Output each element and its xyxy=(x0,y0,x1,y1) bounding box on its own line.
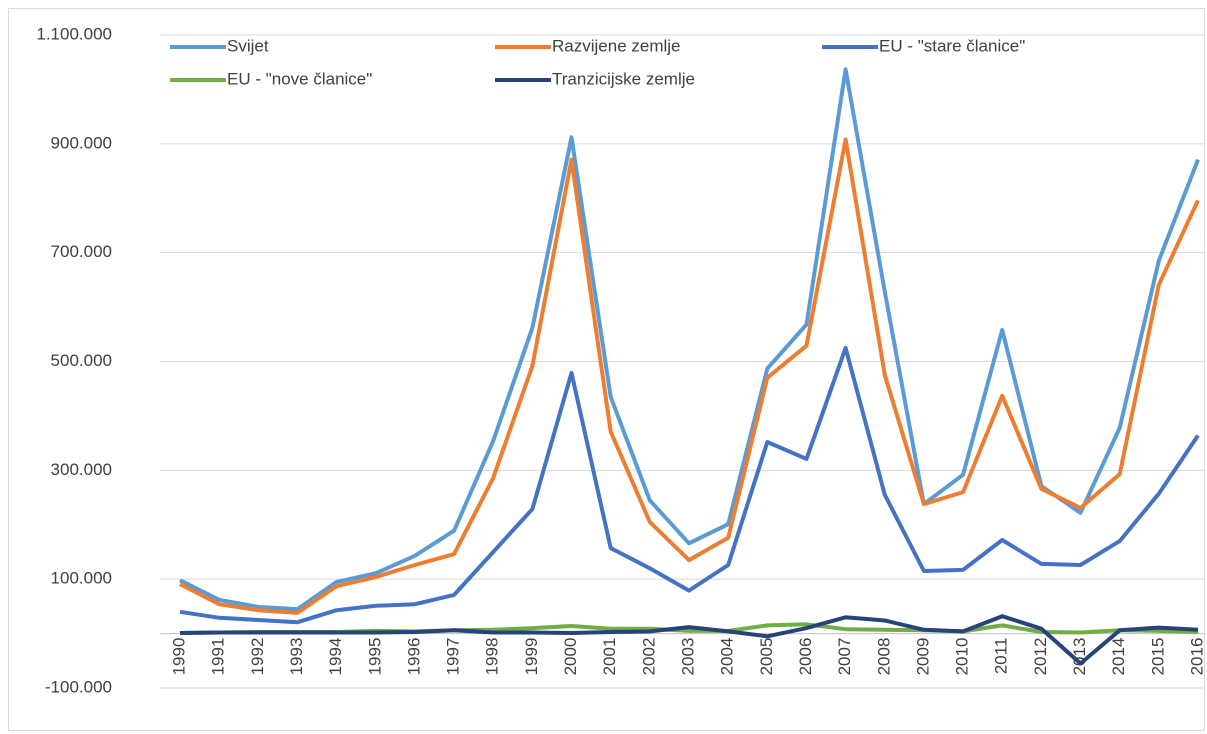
x-tick-label: 2016 xyxy=(1187,638,1206,676)
x-tick-label: 2003 xyxy=(678,638,697,676)
x-tick-label: 2012 xyxy=(1031,638,1050,676)
x-tick-label: 2013 xyxy=(1070,638,1089,676)
x-tick-label: 2010 xyxy=(953,638,972,676)
x-tick-label: 1992 xyxy=(248,638,267,676)
y-tick-label: -100.000 xyxy=(45,677,112,696)
legend-label: EU - "nove članice" xyxy=(227,69,372,88)
x-tick-label: 1990 xyxy=(169,638,188,676)
x-tick-label: 1991 xyxy=(209,638,228,676)
x-tick-label: 2015 xyxy=(1148,638,1167,676)
y-tick-label: 100.000 xyxy=(51,569,112,588)
y-tick-label: 500.000 xyxy=(51,351,112,370)
legend-label: Svijet xyxy=(227,36,269,55)
x-tick-label: 1993 xyxy=(287,638,306,676)
x-tick-label: 1996 xyxy=(404,638,423,676)
chart-border xyxy=(8,8,1205,731)
x-tick-label: 1997 xyxy=(444,638,463,676)
x-tick-label: 2008 xyxy=(874,638,893,676)
x-tick-label: 2014 xyxy=(1109,638,1128,676)
x-tick-label: 2005 xyxy=(757,638,776,676)
legend-label: EU - "stare članice" xyxy=(879,36,1025,55)
x-tick-label: 2009 xyxy=(913,638,932,676)
x-tick-label: 1995 xyxy=(365,638,384,676)
y-tick-label: 700.000 xyxy=(51,242,112,261)
series-line xyxy=(179,137,1200,615)
x-tick-label: 2006 xyxy=(796,638,815,676)
x-tick-label: 1994 xyxy=(326,638,345,676)
x-tick-label: 1998 xyxy=(483,638,502,676)
x-tick-label: 2000 xyxy=(561,638,580,676)
series-line xyxy=(179,345,1200,625)
x-tick-label: 2002 xyxy=(639,638,658,676)
series-line xyxy=(179,67,1200,612)
x-tick-label: 2011 xyxy=(992,638,1011,675)
y-tick-label: 1.100.000 xyxy=(36,24,112,43)
x-tick-label: 2004 xyxy=(718,638,737,676)
y-tick-label: 300.000 xyxy=(51,460,112,479)
x-tick-label: 1999 xyxy=(522,638,541,676)
x-tick-label: 2001 xyxy=(600,638,619,676)
series-line xyxy=(179,614,1199,666)
x-tick-label: 2007 xyxy=(835,638,854,676)
legend-label: Tranzicijske zemlje xyxy=(552,69,695,88)
legend-label: Razvijene zemlje xyxy=(552,36,681,55)
y-tick-label: 900.000 xyxy=(51,133,112,152)
